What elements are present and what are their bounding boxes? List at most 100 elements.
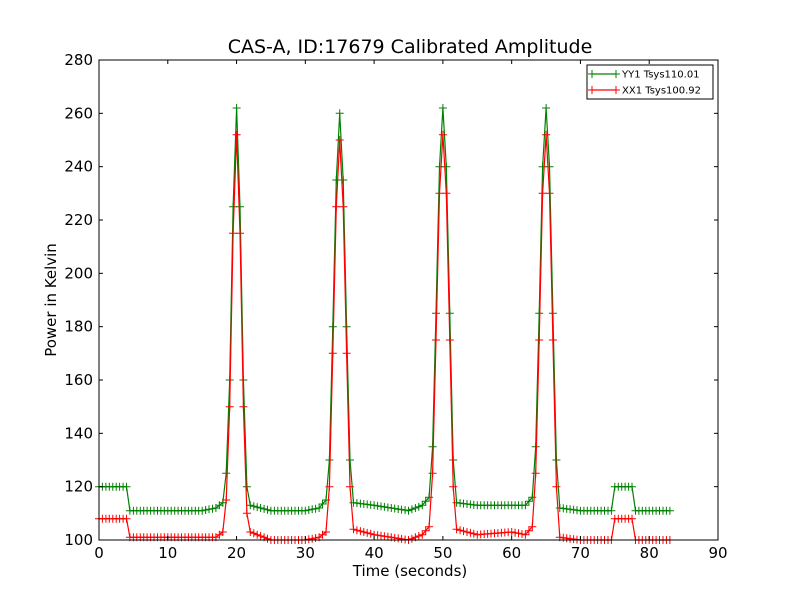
x-tick-label: 60 bbox=[502, 544, 521, 562]
data-point-marker bbox=[363, 528, 372, 537]
data-point-marker bbox=[528, 493, 537, 502]
data-point-marker bbox=[222, 496, 231, 504]
data-point-marker bbox=[528, 522, 537, 531]
y-tick-label: 140 bbox=[64, 424, 93, 442]
data-point-marker bbox=[411, 504, 420, 512]
data-point-marker bbox=[325, 482, 334, 491]
data-point-marker bbox=[456, 526, 465, 535]
data-point-marker bbox=[463, 528, 471, 536]
data-point-marker bbox=[466, 528, 475, 537]
data-point-marker bbox=[222, 469, 231, 478]
data-point-marker bbox=[535, 336, 544, 344]
data-point-marker bbox=[328, 349, 337, 358]
data-point-marker bbox=[428, 469, 437, 478]
data-point-marker bbox=[205, 505, 213, 514]
data-point-marker bbox=[538, 189, 547, 198]
data-point-marker bbox=[335, 109, 344, 118]
data-point-marker bbox=[332, 176, 341, 184]
data-point-marker bbox=[332, 202, 341, 211]
data-point-marker bbox=[435, 162, 444, 171]
data-point-marker bbox=[229, 229, 238, 238]
data-point-marker bbox=[524, 526, 533, 535]
data-point-marker bbox=[545, 162, 554, 171]
data-point-marker bbox=[322, 528, 330, 536]
data-point-marker bbox=[407, 505, 416, 514]
y-tick-label: 200 bbox=[64, 264, 93, 282]
plot-frame bbox=[98, 59, 719, 541]
legend-marker bbox=[588, 86, 596, 94]
data-point-marker bbox=[311, 534, 320, 542]
data-point-marker bbox=[256, 504, 265, 512]
y-tick-label: 260 bbox=[64, 104, 93, 122]
data-point-marker bbox=[511, 528, 520, 537]
data-point-marker bbox=[356, 527, 365, 536]
legend: YY1 Tsys110.01 XX1 Tsys100.92 bbox=[586, 64, 714, 100]
data-point-marker bbox=[263, 534, 272, 543]
data-point-marker bbox=[425, 493, 434, 502]
data-point-marker bbox=[538, 162, 547, 171]
data-point-marker bbox=[524, 497, 533, 506]
data-point-marker bbox=[442, 189, 451, 198]
series-yy1 bbox=[95, 104, 674, 515]
data-point-marker bbox=[425, 522, 434, 531]
y-tick-label: 280 bbox=[64, 51, 93, 69]
data-point-marker bbox=[253, 530, 262, 539]
data-point-marker bbox=[218, 528, 227, 536]
y-tick-label: 120 bbox=[64, 478, 93, 496]
x-axis-label: Time (seconds) bbox=[352, 562, 468, 580]
data-point-marker bbox=[239, 402, 248, 411]
data-point-marker bbox=[628, 514, 636, 523]
data-point-marker bbox=[607, 506, 616, 515]
y-tick-label: 160 bbox=[64, 371, 93, 389]
data-point-marker bbox=[507, 528, 516, 536]
data-point-marker bbox=[521, 530, 530, 539]
data-point-marker bbox=[263, 505, 272, 514]
data-point-marker bbox=[342, 349, 351, 358]
data-point-marker bbox=[359, 528, 368, 536]
x-tick-label: 20 bbox=[227, 544, 246, 562]
data-point-marker bbox=[246, 528, 255, 536]
data-point-marker bbox=[122, 514, 131, 523]
x-tick-label: 10 bbox=[158, 544, 177, 562]
chart-title: CAS-A, ID:17679 Calibrated Amplitude bbox=[228, 36, 593, 58]
x-tick-label: 90 bbox=[708, 544, 727, 562]
data-point-marker bbox=[339, 202, 348, 211]
data-point-marker bbox=[469, 529, 478, 538]
data-point-marker bbox=[242, 509, 251, 518]
data-point-marker bbox=[308, 534, 317, 543]
y-tick-label: 240 bbox=[64, 158, 93, 176]
data-point-marker bbox=[438, 130, 447, 139]
data-point-marker bbox=[404, 506, 413, 515]
data-point-marker bbox=[390, 504, 399, 513]
data-point-marker bbox=[198, 506, 207, 515]
y-axis-label: Power in Kelvin bbox=[42, 243, 60, 357]
data-point-marker bbox=[308, 505, 317, 514]
legend-label-xx1: XX1 Tsys100.92 bbox=[622, 86, 701, 97]
data-point-marker bbox=[552, 482, 561, 491]
data-point-marker bbox=[249, 502, 258, 511]
data-point-marker bbox=[421, 497, 430, 506]
y-axis-ticks: 100 120 140 160 180 200 220 240 260 280 bbox=[64, 51, 718, 549]
data-point-marker bbox=[428, 442, 437, 451]
data-point-marker bbox=[518, 530, 526, 538]
y-tick-label: 100 bbox=[64, 531, 93, 549]
data-point-marker bbox=[445, 336, 454, 344]
data-point-marker bbox=[232, 130, 241, 139]
legend-marker bbox=[612, 86, 620, 94]
data-point-marker bbox=[449, 482, 458, 491]
data-point-marker bbox=[253, 503, 262, 512]
data-point-marker bbox=[628, 482, 636, 491]
data-point-marker bbox=[335, 136, 344, 144]
data-point-marker bbox=[304, 506, 313, 514]
data-point-marker bbox=[236, 229, 244, 238]
data-point-marker bbox=[421, 526, 430, 535]
data-point-marker bbox=[232, 104, 241, 112]
data-point-marker bbox=[418, 530, 427, 539]
data-point-marker bbox=[514, 529, 523, 538]
data-point-marker bbox=[418, 501, 427, 510]
data-point-marker bbox=[349, 525, 358, 534]
data-point-marker bbox=[339, 176, 348, 184]
data-point-marker bbox=[545, 189, 554, 198]
